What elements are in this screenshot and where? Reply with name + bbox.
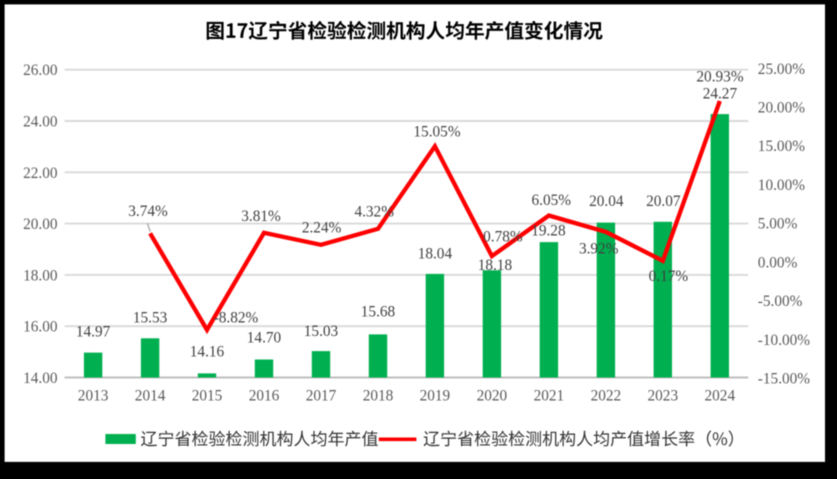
svg-text:6.05%: 6.05% bbox=[532, 192, 572, 209]
svg-text:20.93%: 20.93% bbox=[696, 69, 743, 86]
svg-text:25.00%: 25.00% bbox=[758, 61, 805, 78]
svg-text:14.70: 14.70 bbox=[247, 330, 282, 347]
svg-text:10.00%: 10.00% bbox=[758, 177, 805, 194]
svg-text:2.24%: 2.24% bbox=[302, 219, 342, 236]
svg-text:3.92%: 3.92% bbox=[579, 240, 619, 257]
svg-text:2014: 2014 bbox=[135, 387, 166, 404]
svg-text:2019: 2019 bbox=[420, 387, 451, 404]
svg-text:2017: 2017 bbox=[306, 387, 337, 404]
svg-text:15.53: 15.53 bbox=[133, 310, 168, 327]
svg-text:20.04: 20.04 bbox=[589, 193, 624, 210]
svg-text:26.00: 26.00 bbox=[23, 62, 58, 79]
svg-text:2022: 2022 bbox=[591, 387, 622, 404]
svg-text:0.78%: 0.78% bbox=[483, 229, 523, 246]
svg-text:16.00: 16.00 bbox=[23, 319, 58, 336]
svg-text:2023: 2023 bbox=[648, 387, 679, 404]
svg-text:14.97: 14.97 bbox=[76, 324, 111, 341]
svg-text:0.17%: 0.17% bbox=[649, 268, 689, 285]
svg-text:2024: 2024 bbox=[705, 387, 736, 404]
svg-text:14.00: 14.00 bbox=[23, 370, 58, 387]
svg-text:3.81%: 3.81% bbox=[241, 208, 281, 225]
svg-text:15.03: 15.03 bbox=[304, 323, 339, 340]
svg-text:2021: 2021 bbox=[534, 387, 565, 404]
svg-text:18.04: 18.04 bbox=[418, 246, 453, 263]
svg-text:14.16: 14.16 bbox=[190, 344, 225, 361]
svg-text:24.00: 24.00 bbox=[23, 114, 58, 131]
svg-text:2013: 2013 bbox=[78, 387, 109, 404]
svg-text:4.32%: 4.32% bbox=[354, 204, 394, 221]
svg-text:20.07: 20.07 bbox=[646, 193, 681, 210]
svg-text:-5.00%: -5.00% bbox=[758, 293, 803, 310]
svg-text:18.00: 18.00 bbox=[23, 267, 58, 284]
svg-text:0.00%: 0.00% bbox=[758, 254, 798, 271]
svg-text:20.00: 20.00 bbox=[23, 216, 58, 233]
svg-text:-8.82%: -8.82% bbox=[214, 310, 259, 327]
svg-text:5.00%: 5.00% bbox=[758, 216, 798, 233]
svg-text:15.00%: 15.00% bbox=[758, 138, 805, 155]
svg-text:-10.00%: -10.00% bbox=[758, 332, 811, 349]
svg-text:15.05%: 15.05% bbox=[413, 123, 460, 140]
svg-text:19.28: 19.28 bbox=[531, 223, 566, 240]
svg-text:2020: 2020 bbox=[477, 387, 508, 404]
svg-text:20.00%: 20.00% bbox=[758, 100, 805, 117]
svg-text:2018: 2018 bbox=[363, 387, 394, 404]
svg-text:2015: 2015 bbox=[192, 387, 223, 404]
svg-text:15.68: 15.68 bbox=[361, 303, 396, 320]
svg-text:2016: 2016 bbox=[249, 387, 280, 404]
svg-text:22.00: 22.00 bbox=[23, 165, 58, 182]
svg-text:18.18: 18.18 bbox=[478, 257, 513, 274]
svg-text:24.27: 24.27 bbox=[703, 86, 738, 103]
svg-text:-15.00%: -15.00% bbox=[758, 371, 811, 388]
svg-text:3.74%: 3.74% bbox=[128, 203, 168, 220]
